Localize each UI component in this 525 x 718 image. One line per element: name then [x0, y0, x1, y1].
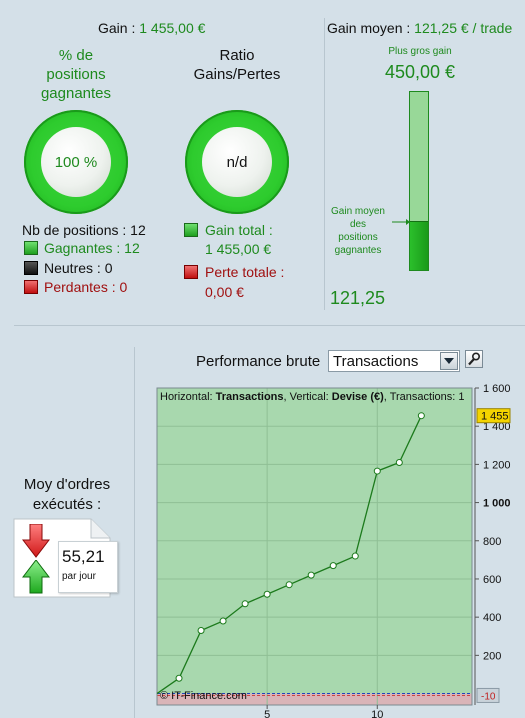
win-rate-title-1: % de	[58, 47, 94, 64]
perte-totale-label: Perte totale :	[205, 264, 285, 280]
red-square-icon	[184, 265, 198, 279]
ratio-value: n/d	[202, 127, 272, 197]
orders-title-1: Moy d'ordres	[23, 476, 111, 493]
win-rate-title-3: gagnantes	[40, 85, 112, 102]
chart-header-part: Devise (€)	[332, 391, 384, 403]
positions-total: Nb de positions : 12	[22, 222, 146, 238]
chart-header-part: , Vertical:	[284, 391, 332, 403]
chart-y-axis: 1 600 1 400 1 200 1 000 800 600 400 200	[474, 383, 511, 705]
data-point	[197, 627, 205, 635]
baseline-badge-text: -10	[481, 691, 496, 702]
gain-value: 1 455,00 €	[139, 20, 206, 36]
red-square-icon	[24, 280, 38, 294]
divider-vertical-top	[324, 18, 325, 310]
series-points	[175, 412, 425, 682]
baseline-badge: -10	[476, 687, 500, 703]
orders-card: 55,21 par jour	[13, 518, 118, 598]
data-point	[175, 674, 183, 682]
chart-plot-border	[156, 387, 473, 706]
data-point	[241, 600, 249, 608]
y-tick-label: 1 000	[483, 498, 511, 510]
chart-header-part: , Transactions: 1	[384, 391, 465, 403]
data-point	[219, 617, 227, 625]
ratio-title-1: Ratio	[219, 47, 255, 64]
y-tick-label: 1 200	[483, 459, 511, 471]
x-tick-label: 10	[371, 709, 383, 718]
arrow-up-green-icon	[22, 560, 50, 594]
data-point	[351, 552, 359, 560]
data-point	[263, 590, 271, 598]
data-point	[329, 562, 337, 570]
gauge-avg-value: 121,25	[330, 288, 386, 308]
positions-perdantes: Perdantes : 0	[44, 279, 128, 295]
data-point	[417, 412, 425, 420]
ratio-donut: n/d	[185, 110, 289, 214]
y-tick-label: 200	[483, 650, 501, 662]
gauge-avg-label: Gain moyen des positions gagnantes	[322, 205, 394, 257]
gauge-max-value: 450,00 €	[384, 62, 456, 82]
green-square-icon	[24, 241, 38, 255]
arrow-down-red-icon	[22, 524, 50, 558]
orders-title-2: exécutés :	[32, 496, 102, 513]
perte-totale-value: 0,00 €	[205, 284, 244, 300]
ratio-title: Ratio Gains/Pertes	[178, 46, 296, 84]
data-point	[395, 458, 403, 466]
gauge-avg-label-1: Gain moyen	[331, 206, 385, 217]
gauge-max-label: Plus gros gain	[388, 46, 452, 57]
orders-title: Moy d'ordres exécutés :	[8, 475, 126, 515]
divider-horizontal	[14, 325, 525, 326]
performance-title: Performance brute	[196, 353, 321, 370]
y-tick-label: 600	[483, 574, 501, 586]
y-tick-label: 1 600	[483, 383, 511, 395]
last-value-badge-text: 1 455	[481, 411, 509, 423]
gain-header: Gain : 1 455,00 €	[98, 20, 205, 36]
gain-total-value: 1 455,00 €	[205, 241, 272, 257]
gain-moyen-header: Gain moyen : 121,25 € / trade	[327, 20, 512, 36]
chart-x-axis: 5 10	[264, 705, 383, 718]
chart-header-part: Horizontal:	[160, 391, 216, 403]
orders-value-box: 55,21 par jour	[58, 541, 118, 593]
win-rate-value: 100 %	[41, 127, 111, 197]
gain-moyen-label: Gain moyen :	[327, 20, 415, 36]
x-tick-label: 5	[264, 709, 270, 718]
positions-neutres: Neutres : 0	[44, 260, 113, 276]
chevron-down-icon[interactable]	[440, 352, 458, 370]
last-value-badge: 1 455	[476, 408, 511, 424]
baseline-badge-box	[476, 687, 500, 703]
gauge-fill	[410, 220, 428, 270]
data-point	[285, 581, 293, 589]
divider-vertical-bottom	[134, 347, 135, 718]
gauge-avg-label-4: gagnantes	[334, 245, 382, 256]
positions-gagnantes: Gagnantes : 12	[44, 240, 140, 256]
data-point	[373, 467, 381, 475]
black-square-icon	[24, 261, 38, 275]
performance-select[interactable]: Transactions	[328, 350, 460, 372]
orders-value: 55,21	[62, 547, 105, 566]
win-rate-donut: 100 %	[24, 110, 128, 214]
chart-negative-area	[157, 693, 472, 705]
green-square-icon	[184, 223, 198, 237]
gauge-bar	[409, 91, 429, 271]
wrench-icon[interactable]	[465, 350, 483, 368]
y-tick-label: 400	[483, 612, 501, 624]
arrow-right-icon	[392, 219, 410, 225]
chart-header-part: Transactions	[216, 391, 284, 403]
ratio-title-2: Gains/Pertes	[193, 66, 281, 83]
data-point	[307, 571, 315, 579]
last-value-badge-box	[476, 408, 511, 424]
orders-unit: par jour	[62, 571, 96, 582]
chart-watermark: © IT-Finance.com	[160, 690, 247, 702]
performance-select-value: Transactions	[333, 353, 419, 370]
gain-moyen-value: 121,25 € / trade	[414, 20, 513, 36]
y-tick-label: 800	[483, 536, 501, 548]
gain-label: Gain :	[98, 20, 140, 36]
gain-total-label: Gain total :	[205, 222, 273, 238]
y-tick-label: 1 400	[483, 421, 511, 433]
gauge-avg-label-3: positions	[338, 232, 378, 243]
chart-header: Horizontal: Transactions, Vertical: Devi…	[160, 391, 465, 403]
win-rate-title: % de positions gagnantes	[20, 46, 132, 103]
win-rate-title-2: positions	[46, 66, 106, 83]
gauge-avg-label-2: des	[349, 219, 367, 230]
